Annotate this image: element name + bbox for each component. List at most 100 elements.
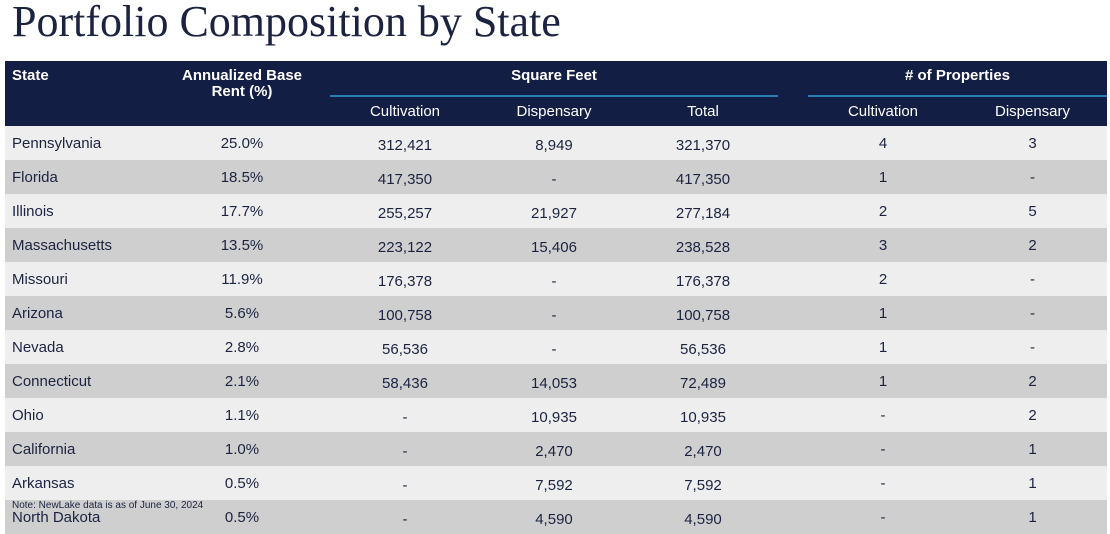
table-row: Illinois 17.7% 255,257 21,927 277,184 2 5 <box>5 194 1107 228</box>
cell-spacer <box>778 296 808 330</box>
cell-props-dispensary: 2 <box>958 364 1107 398</box>
cell-sf-dispensary: 10,935 <box>480 398 628 432</box>
cell-sf-cultivation: - <box>330 500 480 534</box>
cell-sf-total: 56,536 <box>628 330 778 364</box>
table-row: Arkansas 0.5% -7,592 7,592-1 <box>5 466 1107 500</box>
cell-state: Ohio <box>5 398 154 432</box>
cell-rent: 2.8% <box>154 330 330 364</box>
cell-sf-total: 100,758 <box>628 296 778 330</box>
cell-rent: 25.0% <box>154 126 330 160</box>
cell-spacer <box>778 466 808 500</box>
cell-state: Arkansas <box>5 466 154 500</box>
cell-props-cultivation: 1 <box>808 160 958 194</box>
cell-sf-total: 321,370 <box>628 126 778 160</box>
cell-sf-cultivation: 176,378 <box>330 262 480 296</box>
cell-state: Illinois <box>5 194 154 228</box>
header-annualized-base-rent: Annualized Base Rent (%) <box>154 61 330 126</box>
cell-state: Missouri <box>5 262 154 296</box>
table-row: California 1.0% -2,470 2,470-1 <box>5 432 1107 466</box>
cell-props-dispensary: 1 <box>958 466 1107 500</box>
cell-state: Connecticut <box>5 364 154 398</box>
cell-sf-total: 176,378 <box>628 262 778 296</box>
cell-spacer <box>778 364 808 398</box>
cell-sf-dispensary: 7,592 <box>480 466 628 500</box>
table-row: Missouri 11.9% 176,378-176,378 2- <box>5 262 1107 296</box>
cell-sf-total: 277,184 <box>628 194 778 228</box>
portfolio-table: State Annualized Base Rent (%) Square Fe… <box>5 61 1107 534</box>
cell-props-dispensary: - <box>958 262 1107 296</box>
cell-sf-cultivation: 255,257 <box>330 194 480 228</box>
cell-props-cultivation: - <box>808 500 958 534</box>
header-square-feet: Square Feet <box>330 61 778 97</box>
cell-props-dispensary: 1 <box>958 500 1107 534</box>
cell-props-cultivation: 3 <box>808 228 958 262</box>
page-title: Portfolio Composition by State <box>12 0 561 46</box>
cell-rent: 18.5% <box>154 160 330 194</box>
cell-state: Florida <box>5 160 154 194</box>
cell-rent: 5.6% <box>154 296 330 330</box>
cell-props-cultivation: 2 <box>808 194 958 228</box>
table-row: Florida 18.5% 417,350-417,350 1- <box>5 160 1107 194</box>
cell-props-dispensary: 2 <box>958 228 1107 262</box>
header-sf-dispensary: Dispensary <box>480 97 628 126</box>
cell-sf-dispensary: - <box>480 330 628 364</box>
cell-props-dispensary: 1 <box>958 432 1107 466</box>
cell-sf-total: 72,489 <box>628 364 778 398</box>
cell-sf-total: 238,528 <box>628 228 778 262</box>
cell-sf-cultivation: - <box>330 398 480 432</box>
cell-spacer <box>778 160 808 194</box>
cell-props-cultivation: - <box>808 466 958 500</box>
cell-props-dispensary: 2 <box>958 398 1107 432</box>
header-spacer <box>778 61 808 126</box>
cell-props-cultivation: - <box>808 432 958 466</box>
cell-state: Nevada <box>5 330 154 364</box>
cell-rent: 1.1% <box>154 398 330 432</box>
cell-state: Pennsylvania <box>5 126 154 160</box>
cell-spacer <box>778 262 808 296</box>
cell-sf-total: 10,935 <box>628 398 778 432</box>
header-state: State <box>5 61 154 126</box>
cell-props-cultivation: - <box>808 398 958 432</box>
cell-sf-dispensary: 8,949 <box>480 126 628 160</box>
cell-state: California <box>5 432 154 466</box>
cell-sf-dispensary: - <box>480 160 628 194</box>
header-sf-cultivation: Cultivation <box>330 97 480 126</box>
header-rent-line2: Rent (%) <box>211 83 273 100</box>
cell-sf-cultivation: 56,536 <box>330 330 480 364</box>
cell-props-dispensary: 5 <box>958 194 1107 228</box>
cell-props-cultivation: 1 <box>808 364 958 398</box>
cell-props-dispensary: - <box>958 296 1107 330</box>
cell-sf-dispensary: 14,053 <box>480 364 628 398</box>
cell-spacer <box>778 500 808 534</box>
header-props-cultivation: Cultivation <box>808 97 958 126</box>
cell-sf-dispensary: - <box>480 296 628 330</box>
cell-props-dispensary: - <box>958 330 1107 364</box>
cell-spacer <box>778 398 808 432</box>
cell-sf-total: 4,590 <box>628 500 778 534</box>
cell-props-cultivation: 4 <box>808 126 958 160</box>
cell-sf-dispensary: 15,406 <box>480 228 628 262</box>
table-row: Connecticut 2.1% 58,436 14,053 72,489 1 2 <box>5 364 1107 398</box>
cell-spacer <box>778 330 808 364</box>
cell-sf-cultivation: 223,122 <box>330 228 480 262</box>
table-row: Ohio 1.1% -10,935 10,935-2 <box>5 398 1107 432</box>
header-rent-line1: Annualized Base <box>181 67 303 84</box>
table-row: Nevada 2.8% 56,536-56,536 1- <box>5 330 1107 364</box>
cell-props-dispensary: 3 <box>958 126 1107 160</box>
cell-spacer <box>778 432 808 466</box>
cell-sf-cultivation: 100,758 <box>330 296 480 330</box>
cell-rent: 13.5% <box>154 228 330 262</box>
cell-rent: 2.1% <box>154 364 330 398</box>
cell-props-cultivation: 1 <box>808 330 958 364</box>
cell-sf-total: 417,350 <box>628 160 778 194</box>
cell-sf-total: 7,592 <box>628 466 778 500</box>
table-body: Pennsylvania 25.0% 312,421 8,949 321,370 4 3 Fl… <box>5 126 1107 534</box>
cell-sf-dispensary: 21,927 <box>480 194 628 228</box>
cell-sf-cultivation: - <box>330 432 480 466</box>
cell-sf-total: 2,470 <box>628 432 778 466</box>
cell-rent: 11.9% <box>154 262 330 296</box>
cell-sf-cultivation: 417,350 <box>330 160 480 194</box>
cell-spacer <box>778 194 808 228</box>
cell-sf-cultivation: 312,421 <box>330 126 480 160</box>
cell-props-dispensary: - <box>958 160 1107 194</box>
